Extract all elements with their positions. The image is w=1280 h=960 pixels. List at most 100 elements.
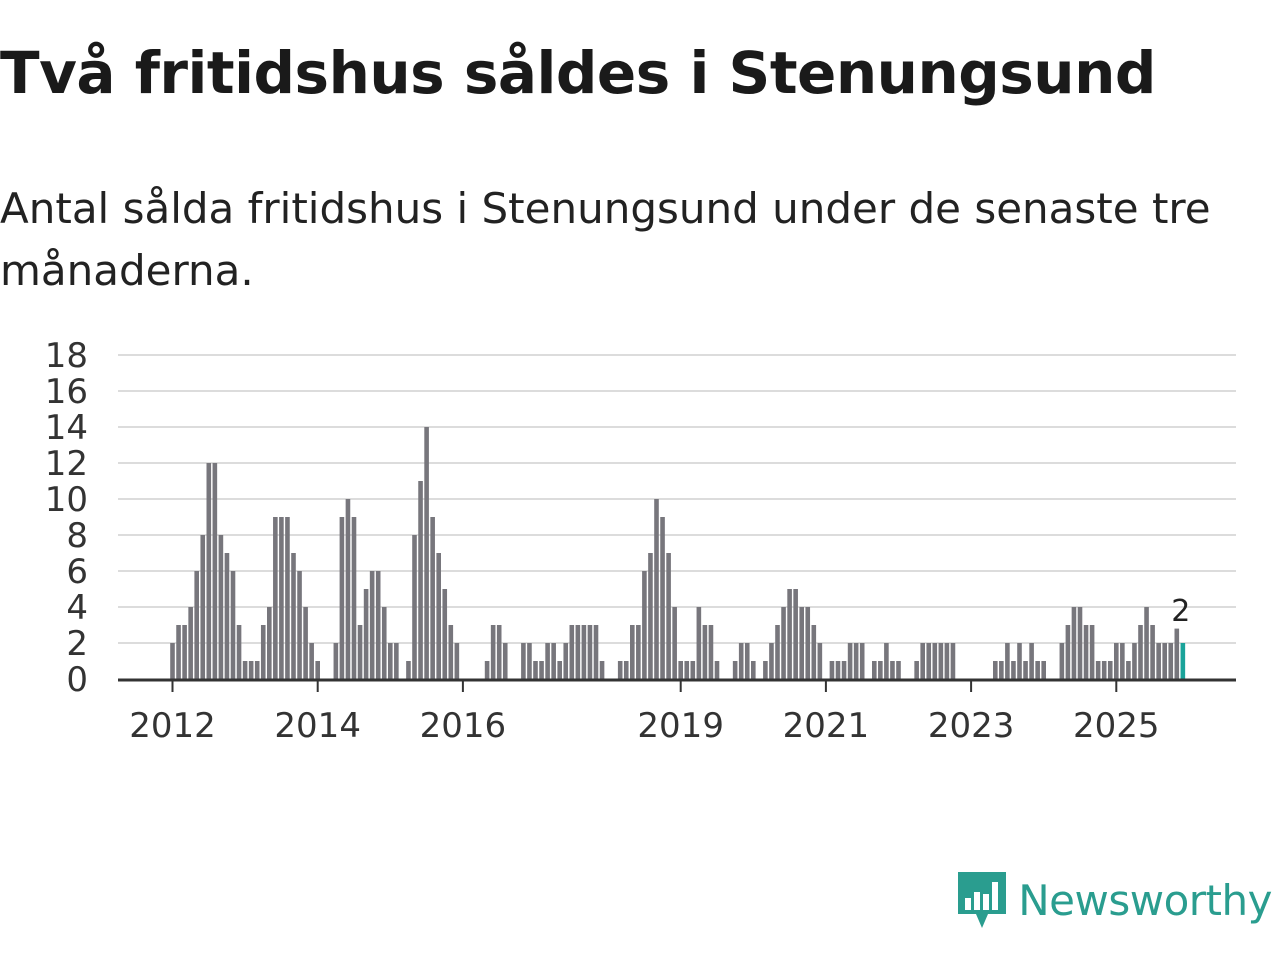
bar (248, 661, 254, 679)
bar (1011, 661, 1016, 679)
bar (1107, 661, 1113, 679)
x-tick-label: 2025 (1073, 706, 1160, 746)
bar (291, 553, 296, 679)
y-tick-label: 4 (66, 588, 88, 628)
bar (551, 643, 556, 679)
bar (993, 661, 998, 679)
bar (623, 661, 629, 679)
bar (1077, 607, 1083, 679)
bar (406, 661, 411, 679)
bar (666, 553, 671, 679)
bar (944, 643, 950, 679)
bar (1132, 643, 1137, 679)
bar (254, 661, 260, 679)
x-tick-label: 2019 (637, 706, 724, 746)
bar (696, 607, 702, 679)
bar (430, 517, 435, 679)
bar (339, 517, 345, 679)
bar (224, 553, 230, 679)
bar (841, 661, 847, 679)
bar (648, 553, 653, 679)
bar (630, 625, 635, 679)
x-axis-ticks: 2012 2014 2016 2019 2021 2023 2025 (129, 680, 1160, 746)
bar (781, 607, 786, 679)
bar (678, 661, 683, 679)
bar (654, 499, 659, 679)
bar (950, 643, 956, 679)
bar (569, 625, 575, 679)
y-tick-label: 14 (45, 408, 88, 448)
bar (388, 643, 393, 679)
bar (702, 625, 708, 679)
bar (242, 661, 248, 679)
y-tick-label: 2 (66, 624, 88, 664)
bar (309, 643, 314, 679)
bar (744, 643, 750, 679)
bar (260, 625, 266, 679)
bar (454, 643, 460, 679)
bar (1156, 643, 1161, 679)
bar (690, 661, 696, 679)
bar-chart-speech-bubble-icon (958, 872, 1007, 928)
bar (351, 517, 357, 679)
bar (1174, 628, 1180, 679)
bar (484, 661, 490, 679)
bar (236, 625, 242, 679)
bar (375, 571, 381, 679)
bar (303, 607, 308, 679)
bar (999, 661, 1004, 679)
bar (799, 607, 804, 679)
bar (188, 607, 193, 679)
bar (884, 643, 889, 679)
bar (521, 643, 526, 679)
bar (442, 589, 448, 679)
bar (176, 625, 181, 679)
bar (394, 643, 399, 679)
bar (218, 535, 224, 679)
newsworthy-logo: Newsworthy (956, 870, 1272, 930)
bar (938, 643, 944, 679)
bar (1005, 643, 1010, 679)
bar (926, 643, 932, 679)
bar (575, 625, 581, 679)
bar (273, 517, 278, 679)
bar (738, 643, 744, 679)
bar (1101, 661, 1107, 679)
bar (297, 571, 302, 679)
bar (1071, 607, 1077, 679)
brand-name: Newsworthy (1018, 875, 1272, 925)
bar (751, 661, 756, 679)
bar (708, 625, 714, 679)
bar-highlight (1180, 643, 1186, 679)
bar (920, 643, 925, 679)
bar (1041, 661, 1046, 679)
y-tick-label: 10 (45, 480, 88, 520)
bar (1162, 643, 1167, 679)
bar (170, 643, 175, 679)
bar (1168, 643, 1174, 679)
bar (587, 625, 593, 679)
bar (769, 643, 774, 679)
bar (1017, 643, 1022, 679)
bar (1029, 643, 1034, 679)
bar (345, 499, 351, 679)
bar (593, 625, 599, 679)
bar (527, 643, 532, 679)
x-tick-label: 2023 (928, 706, 1015, 746)
bar (617, 661, 623, 679)
bar (212, 463, 218, 679)
bar (581, 625, 587, 679)
bar (1095, 661, 1101, 679)
bar (714, 661, 720, 679)
bar (557, 661, 562, 679)
bar (490, 625, 496, 679)
bar (424, 427, 429, 679)
bar (369, 571, 375, 679)
bar (279, 517, 284, 679)
bar (1138, 625, 1143, 679)
bar (1065, 625, 1071, 679)
bar (1120, 643, 1125, 679)
bar (418, 481, 423, 679)
y-tick-label: 18 (45, 336, 88, 376)
